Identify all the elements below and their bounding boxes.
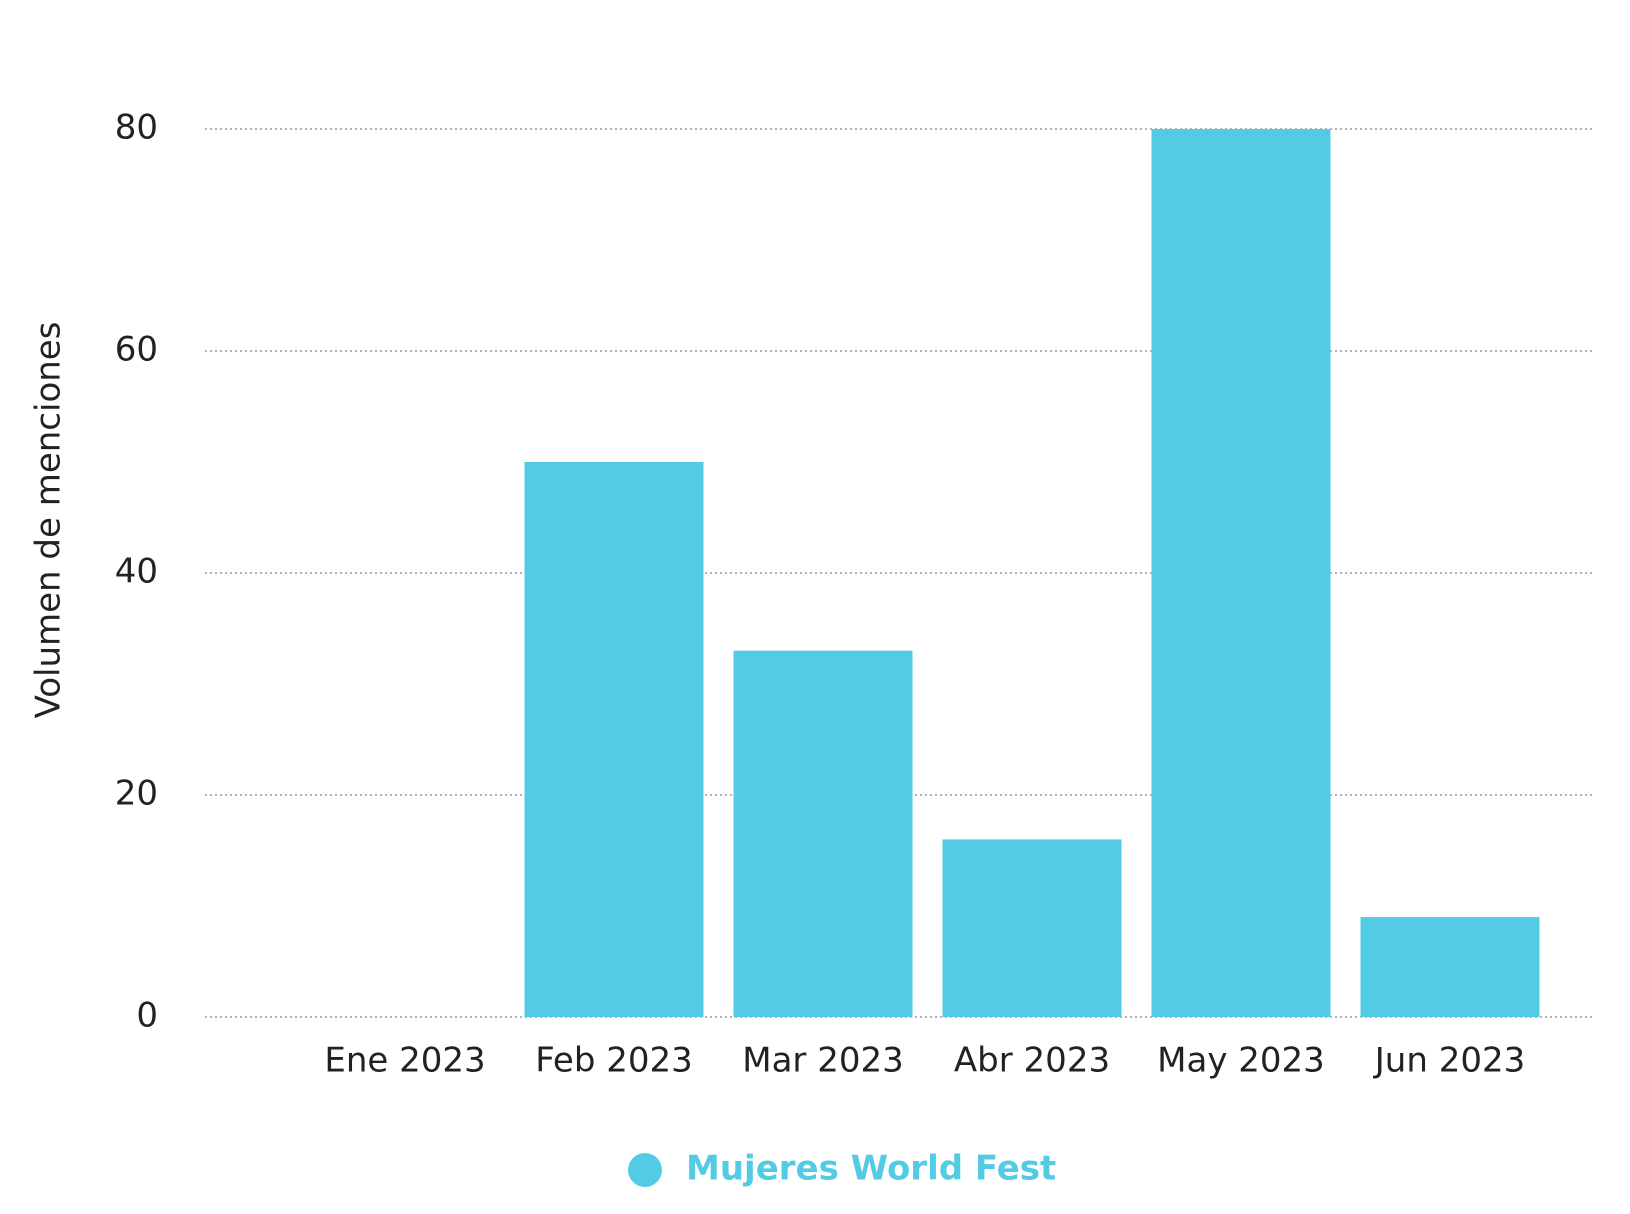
y-axis-title: Volumen de menciones bbox=[29, 322, 69, 719]
x-tick-label: May 2023 bbox=[1157, 1041, 1325, 1081]
x-tick-label: Abr 2023 bbox=[954, 1041, 1110, 1081]
bar bbox=[733, 650, 913, 1017]
x-tick-label: Ene 2023 bbox=[324, 1041, 485, 1081]
bar bbox=[942, 839, 1122, 1017]
x-tick-label: Feb 2023 bbox=[535, 1041, 693, 1081]
y-tick-label: 20 bbox=[115, 774, 158, 814]
y-tick-label: 80 bbox=[115, 108, 158, 148]
legend-marker bbox=[628, 1153, 662, 1187]
legend-label: Mujeres World Fest bbox=[686, 1149, 1056, 1189]
bar bbox=[1360, 917, 1540, 1017]
bar bbox=[524, 462, 704, 1017]
y-tick-label: 40 bbox=[115, 552, 158, 592]
y-tick-label: 0 bbox=[136, 996, 158, 1036]
x-tick-label: Jun 2023 bbox=[1373, 1041, 1525, 1081]
bar bbox=[1151, 129, 1331, 1017]
x-tick-label: Mar 2023 bbox=[742, 1041, 903, 1081]
y-tick-label: 60 bbox=[115, 330, 158, 370]
